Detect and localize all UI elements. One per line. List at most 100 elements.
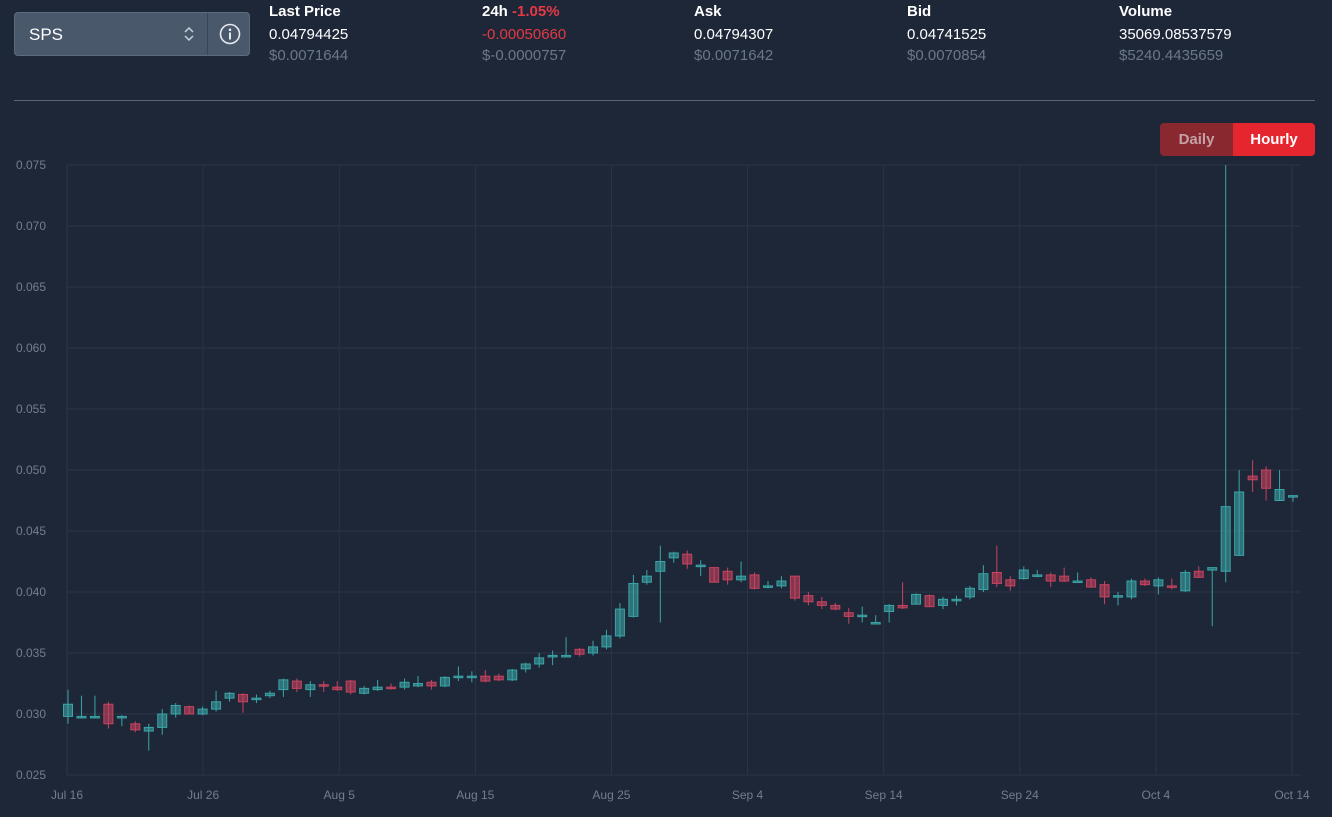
x-tick-label: Jul 26 <box>187 788 219 802</box>
stat-label: Volume <box>1119 3 1173 20</box>
x-tick-label: Sep 14 <box>865 788 903 802</box>
candle-body <box>291 680 302 689</box>
y-tick-label: 0.035 <box>16 646 46 660</box>
candle-body <box>130 723 141 731</box>
candle-body <box>991 571 1002 584</box>
candle-body <box>951 598 962 602</box>
candle-body <box>278 679 289 691</box>
stat-label: 24h -1.05% <box>482 3 566 21</box>
candle-body <box>143 726 154 732</box>
symbol-selector[interactable]: SPS <box>14 12 250 56</box>
candle-body <box>884 604 895 613</box>
stat-value: 0.04794425 <box>269 26 349 43</box>
daily-button[interactable]: Daily <box>1160 123 1233 156</box>
x-tick-label: Sep 4 <box>732 788 764 802</box>
candle-body <box>264 692 275 697</box>
candle-body <box>1274 489 1285 501</box>
stat-usd: $0.0070854 <box>907 47 987 64</box>
candle-body <box>1086 579 1097 588</box>
candle-body <box>332 686 343 691</box>
candle-body <box>1288 495 1298 498</box>
candle-body <box>170 704 181 715</box>
stat-value: 0.04794307 <box>694 26 774 43</box>
x-tick-label: Aug 25 <box>592 788 630 802</box>
stat-label: Ask <box>694 3 722 20</box>
y-tick-label: 0.075 <box>16 158 46 172</box>
candlestick-chart[interactable]: 0.075 0.070 0.065 0.060 0.055 0.050 0.045 0.040… <box>0 150 1332 817</box>
candle-body <box>843 612 854 617</box>
symbol-label: SPS <box>29 25 64 44</box>
candle-body <box>749 574 760 589</box>
candle-body <box>197 708 208 715</box>
candle-body <box>655 561 666 572</box>
candle-body <box>1234 491 1245 556</box>
candle-body <box>399 681 410 688</box>
change-percent: -1.05% <box>512 3 560 20</box>
candle-body <box>641 575 652 583</box>
info-circle-icon[interactable] <box>219 23 241 45</box>
candle-body <box>1045 574 1056 582</box>
x-tick-label: Oct 14 <box>1274 788 1310 802</box>
candle-body <box>426 681 437 687</box>
candle-body <box>318 684 329 687</box>
candle-body <box>184 706 195 715</box>
x-tick-label: Aug 15 <box>456 788 494 802</box>
candle-body <box>251 697 262 701</box>
candle-body <box>668 552 679 559</box>
candle-body <box>211 701 222 710</box>
stat-usd: $5240.4435659 <box>1119 47 1224 64</box>
stat-label: Last Price <box>269 3 341 20</box>
candle-body <box>103 703 114 725</box>
interval-toggle: Daily Hourly <box>1160 123 1315 156</box>
stat-volume: Volume 35069.08537579 $5240.4435659 <box>1119 3 1232 66</box>
candle-body <box>547 654 558 658</box>
candle-body <box>466 675 477 679</box>
candle-body <box>359 687 370 694</box>
y-tick-label: 0.065 <box>16 280 46 294</box>
candle-body <box>1247 475 1258 481</box>
candle-body <box>763 585 773 588</box>
y-tick-label: 0.055 <box>16 402 46 416</box>
candle-body <box>601 635 612 648</box>
candle-body <box>938 598 948 606</box>
candle-body <box>534 657 545 665</box>
hourly-button[interactable]: Hourly <box>1233 123 1315 156</box>
candle-body <box>89 715 100 719</box>
y-tick-label: 0.040 <box>16 585 46 599</box>
selector-divider <box>207 13 208 55</box>
candle-body <box>924 595 935 608</box>
stat-24h: 24h -1.05% -0.00050660 $-0.0000757 <box>482 3 566 66</box>
stat-usd: $0.0071642 <box>694 47 774 64</box>
candle-body <box>1059 575 1070 582</box>
candle-body <box>480 675 491 682</box>
x-tick-label: Sep 24 <box>1001 788 1039 802</box>
candle-body <box>776 580 787 587</box>
stat-value: 35069.08537579 <box>1119 26 1232 43</box>
candle-body <box>63 703 73 717</box>
candle-body <box>1005 579 1016 587</box>
candle-body <box>709 567 720 583</box>
candle-body <box>439 676 450 687</box>
candle-body <box>736 575 747 581</box>
stat-bid: Bid 0.04741525 $0.0070854 <box>907 3 986 66</box>
candle-body <box>224 692 235 699</box>
candle-body <box>561 654 572 658</box>
candle-body <box>628 582 639 617</box>
candle-body <box>722 570 733 581</box>
y-tick-label: 0.050 <box>16 463 46 477</box>
y-tick-label: 0.030 <box>16 707 46 721</box>
candle-body <box>1126 580 1137 598</box>
x-tick-label: Aug 5 <box>324 788 356 802</box>
candle-body <box>493 675 504 681</box>
candle-body <box>1032 574 1043 577</box>
candle-body <box>682 553 693 565</box>
candle-body <box>789 575 800 599</box>
stat-usd: $-0.0000757 <box>482 47 567 64</box>
candle-body <box>1180 571 1191 592</box>
candle-body <box>1220 506 1231 572</box>
candle-body <box>305 684 316 691</box>
candle-body <box>116 715 127 719</box>
candle-body <box>386 686 397 690</box>
candle-body <box>1099 584 1110 598</box>
x-tick-label: Oct 4 <box>1142 788 1171 802</box>
